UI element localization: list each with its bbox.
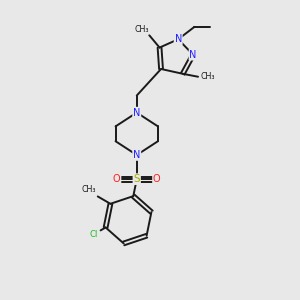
Text: O: O [153, 174, 160, 184]
Text: S: S [134, 174, 140, 184]
Text: N: N [189, 50, 197, 60]
Text: O: O [113, 174, 121, 184]
Text: CH₃: CH₃ [135, 25, 149, 34]
Text: Cl: Cl [90, 230, 98, 239]
Text: N: N [175, 34, 182, 44]
Text: N: N [133, 108, 140, 118]
Text: CH₃: CH₃ [81, 185, 96, 194]
Text: CH₃: CH₃ [200, 72, 215, 81]
Text: N: N [133, 150, 140, 160]
